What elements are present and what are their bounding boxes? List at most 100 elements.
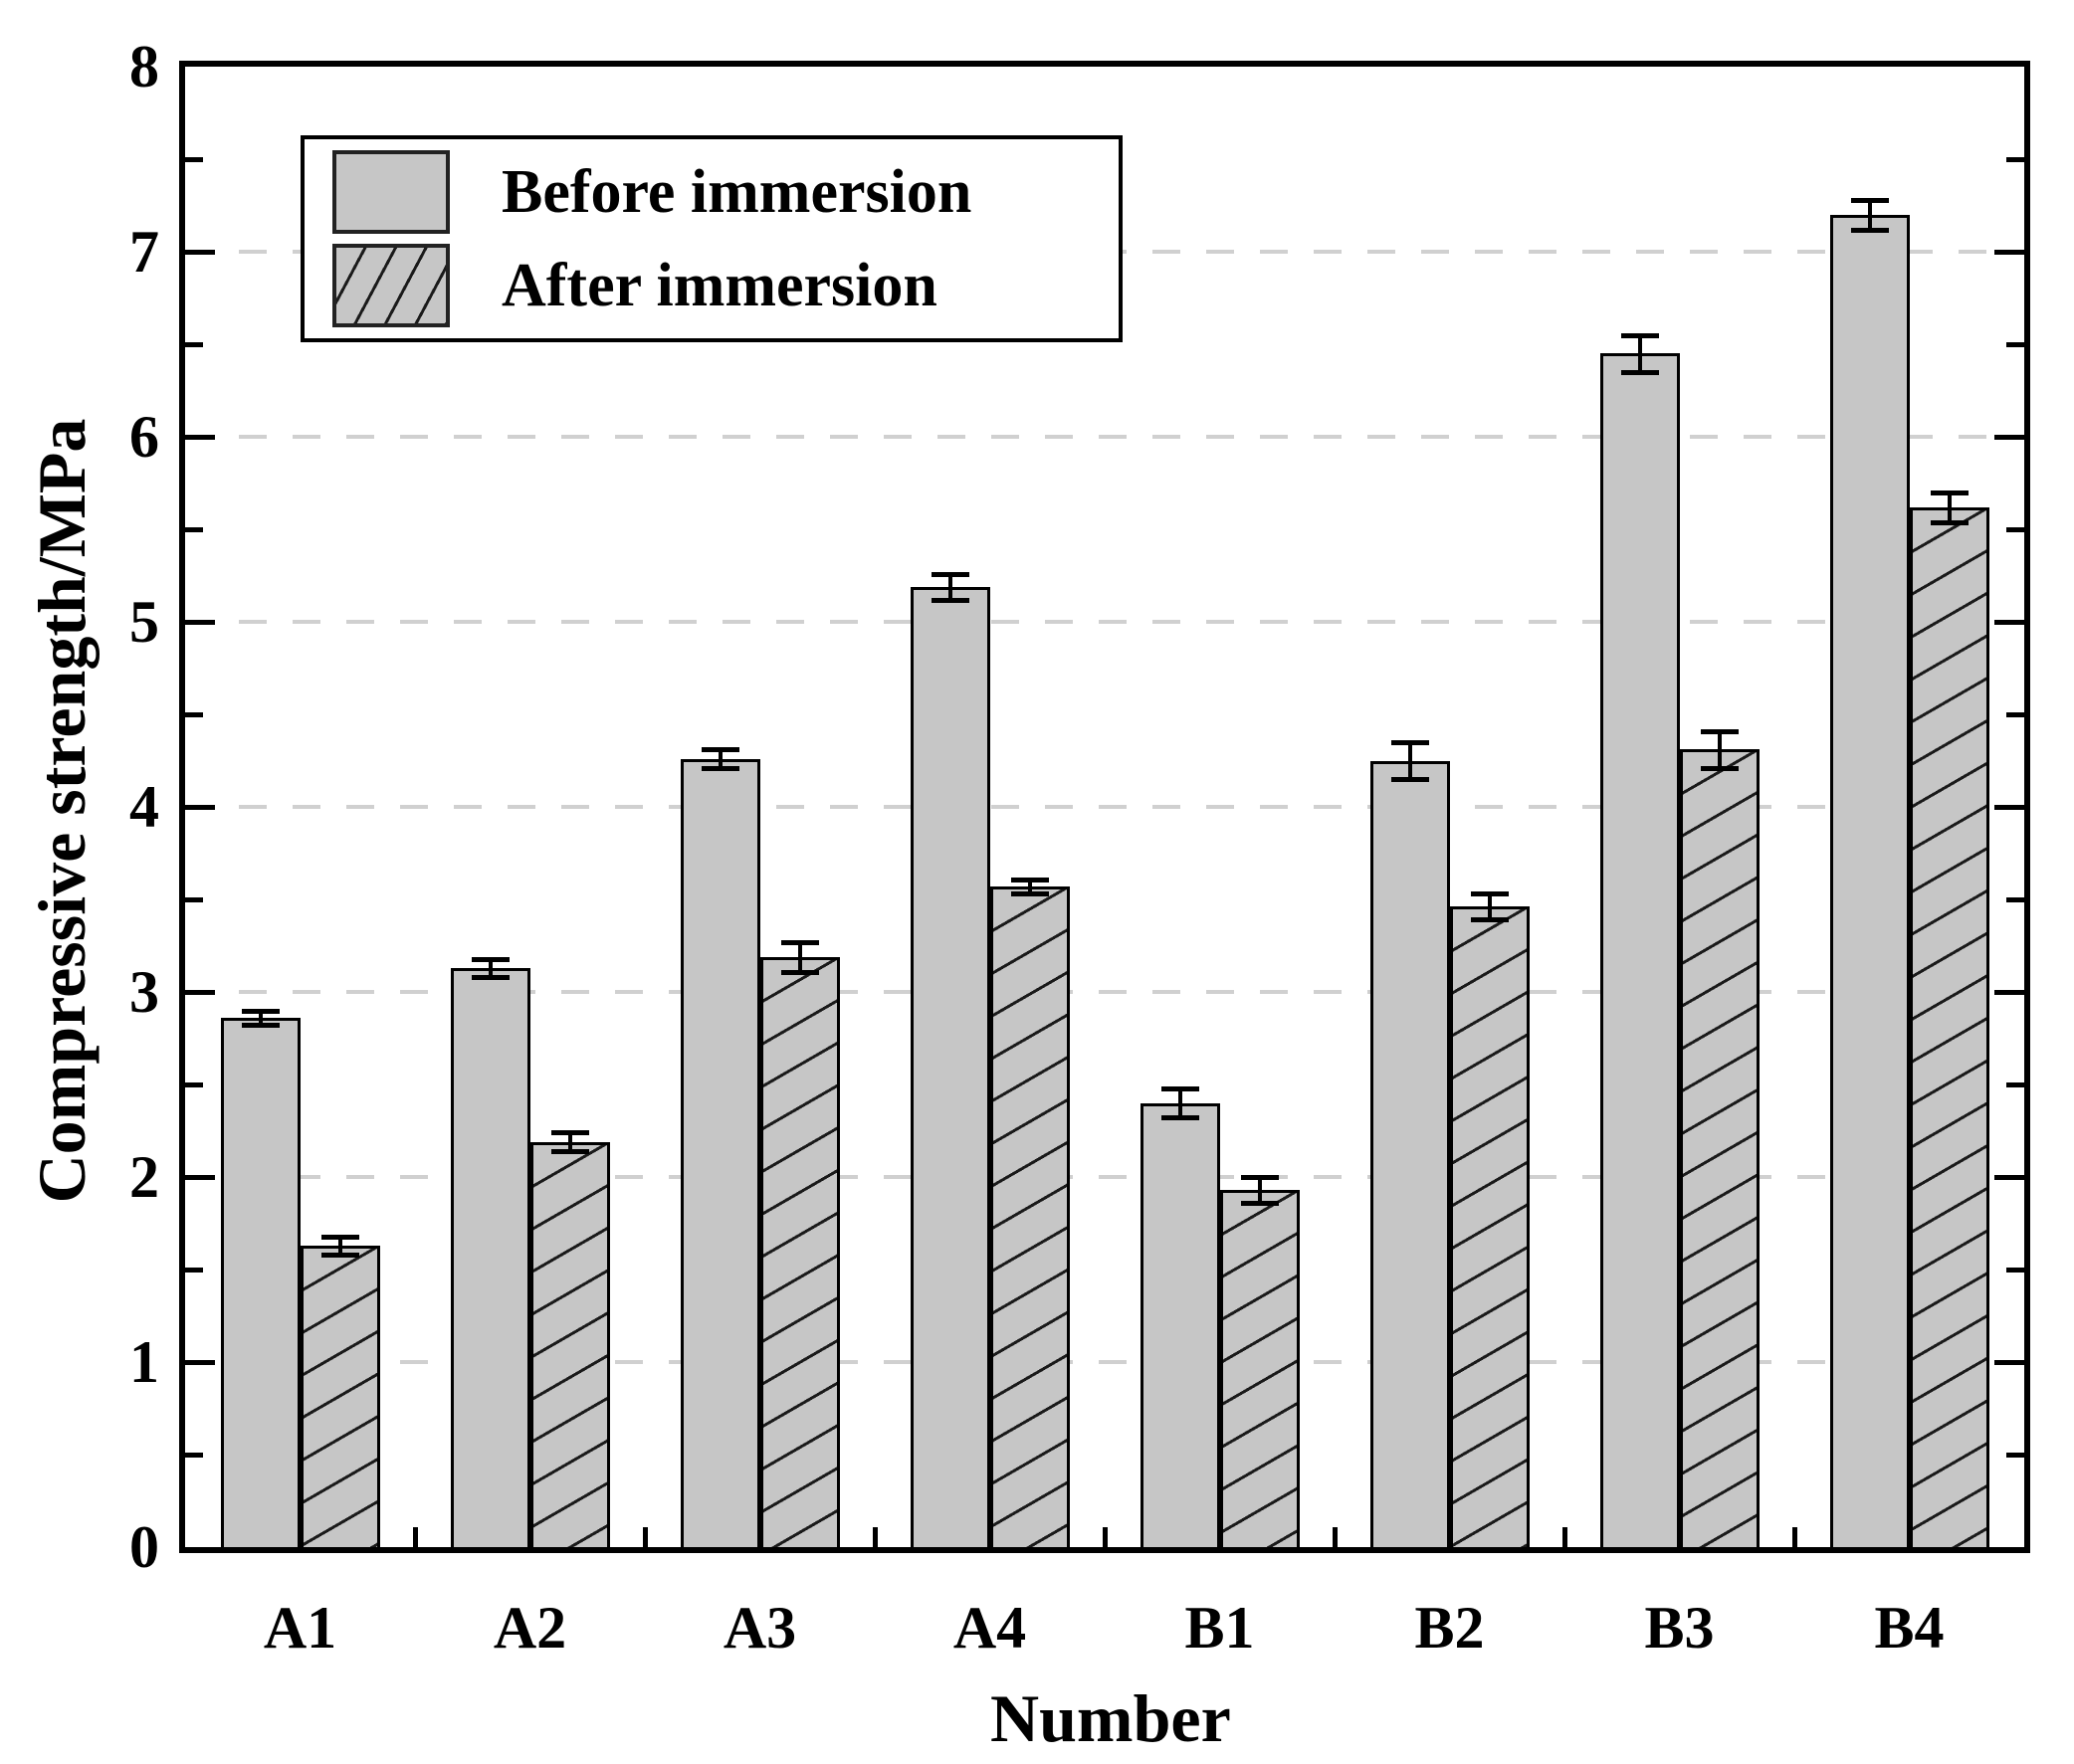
error-bar-cap-bottom (780, 969, 819, 975)
y-minor-tick-left (185, 526, 203, 532)
error-bar-line (1717, 730, 1722, 768)
y-minor-tick-left (185, 1452, 203, 1458)
error-bar-cap-top (1240, 1175, 1279, 1180)
error-bar-cap-bottom (931, 597, 969, 603)
error-bar-cap-top (1700, 728, 1739, 734)
x-boundary-tick (412, 1527, 418, 1547)
error-bar-cap-top (1620, 332, 1659, 338)
bar-A2-before (450, 967, 530, 1547)
y-tick-label: 4 (129, 774, 159, 840)
y-minor-tick-right (2006, 1081, 2024, 1087)
y-major-tick-left (185, 989, 215, 995)
error-bar-line (337, 1236, 342, 1256)
y-major-tick-left (185, 434, 215, 440)
legend-item-after: After immersion (332, 240, 1119, 331)
gridline (185, 620, 2024, 624)
error-bar-cap-top (931, 571, 969, 577)
y-tick-label: 3 (129, 959, 159, 1025)
error-bar-cap-top (1160, 1085, 1199, 1091)
bar-B2-before (1369, 760, 1450, 1547)
error-bar-cap-bottom (1240, 1201, 1279, 1207)
y-major-tick-left (185, 1359, 215, 1365)
x-boundary-tick (1332, 1527, 1338, 1547)
x-boundary-tick (642, 1527, 648, 1547)
error-bar-cap-top (1010, 877, 1049, 882)
gridline (185, 1175, 2024, 1179)
y-tick-label: 6 (129, 404, 159, 470)
error-bar-cap-bottom (1850, 227, 1889, 233)
x-tick-label-A3: A3 (723, 1595, 797, 1661)
error-bar-cap-bottom (1010, 891, 1049, 897)
y-minor-tick-left (185, 711, 203, 717)
y-major-tick-right (1994, 619, 2024, 625)
y-minor-tick-right (2006, 896, 2024, 902)
error-bar-line (1177, 1087, 1182, 1118)
bar-B1-before (1140, 1102, 1220, 1547)
x-boundary-tick (1791, 1527, 1797, 1547)
y-major-tick-left (185, 804, 215, 810)
bar-A2-after (529, 1141, 610, 1547)
error-bar-cap-bottom (1470, 917, 1509, 923)
x-boundary-tick (1102, 1527, 1108, 1547)
x-tick-label-B1: B1 (1184, 1595, 1255, 1661)
legend-swatch-solid (332, 150, 450, 235)
error-bar-cap-bottom (241, 1023, 280, 1029)
y-major-tick-right (1994, 249, 2024, 255)
x-tick-label-A4: A4 (952, 1595, 1027, 1661)
y-minor-tick-right (2006, 711, 2024, 717)
error-bar-cap-bottom (550, 1148, 589, 1154)
y-major-tick-left (185, 619, 215, 625)
x-boundary-tick (1561, 1527, 1567, 1547)
error-bar-line (1867, 199, 1872, 230)
bar-B4-before (1829, 214, 1910, 1547)
y-tick-label: 0 (129, 1514, 159, 1580)
error-bar-line (1407, 741, 1412, 780)
legend-item-before: Before immersion (332, 146, 1119, 238)
error-bar-cap-bottom (1930, 519, 1969, 525)
bar-A1-before (220, 1018, 301, 1547)
y-major-tick-right (1994, 434, 2024, 440)
legend: Before immersion After immersion (301, 135, 1123, 342)
error-bar-line (488, 958, 493, 978)
y-major-tick-right (1994, 989, 2024, 995)
legend-label-before: Before immersion (502, 158, 972, 227)
gridline (185, 990, 2024, 994)
x-tick-label-B3: B3 (1644, 1595, 1715, 1661)
error-bar-cap-top (550, 1130, 589, 1136)
x-tick-label-A2: A2 (493, 1595, 567, 1661)
x-tick-label-B4: B4 (1874, 1595, 1945, 1661)
bar-B4-after (1909, 506, 1989, 1547)
error-bar-cap-bottom (1620, 369, 1659, 375)
x-tick-label-A1: A1 (263, 1595, 337, 1661)
y-major-tick-left (185, 249, 215, 255)
error-bar-cap-top (1470, 891, 1509, 897)
error-bar-cap-top (1930, 490, 1969, 495)
bar-B2-after (1449, 906, 1530, 1547)
error-bar-cap-top (701, 747, 739, 753)
y-minor-tick-left (185, 156, 203, 162)
error-bar-line (947, 573, 952, 600)
gridline (185, 805, 2024, 809)
error-bar-line (1637, 334, 1642, 372)
error-bar-cap-bottom (320, 1253, 359, 1259)
y-major-tick-left (185, 1174, 215, 1180)
error-bar-cap-top (780, 939, 819, 945)
y-tick-label: 1 (129, 1329, 159, 1395)
bar-A3-after (759, 956, 840, 1547)
bar-A1-after (300, 1245, 380, 1547)
error-bar-cap-bottom (701, 765, 739, 771)
legend-swatch-hatched (332, 243, 450, 327)
y-tick-label: 8 (129, 34, 159, 99)
y-minor-tick-right (2006, 1452, 2024, 1458)
bar-B3-after (1679, 749, 1760, 1547)
y-minor-tick-left (185, 1267, 203, 1273)
y-minor-tick-right (2006, 156, 2024, 162)
x-tick-label-B2: B2 (1414, 1595, 1485, 1661)
error-bar-cap-top (241, 1008, 280, 1014)
y-minor-tick-left (185, 341, 203, 347)
error-bar-line (797, 941, 802, 972)
error-bar-line (1487, 893, 1492, 920)
error-bar-cap-bottom (1390, 777, 1429, 783)
y-minor-tick-left (185, 896, 203, 902)
